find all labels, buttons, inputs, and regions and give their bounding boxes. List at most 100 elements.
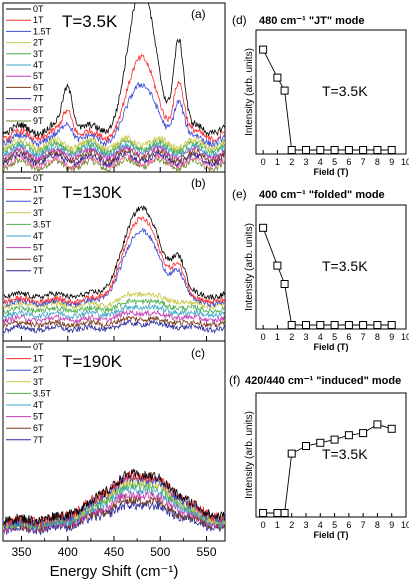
panel-e-point bbox=[359, 321, 368, 329]
panel-f-point bbox=[344, 431, 353, 440]
legend-label: 2T bbox=[33, 38, 44, 48]
legend-label: 2T bbox=[33, 196, 44, 206]
legend-label: 7T bbox=[33, 435, 44, 445]
spectrum-b-6T bbox=[3, 315, 225, 329]
energy-x-axis-label: Energy Shift (cm⁻¹) bbox=[50, 563, 179, 580]
x-tick-label: 550 bbox=[196, 545, 216, 559]
panel-c-temperature: T=190K bbox=[62, 352, 123, 371]
spectrum-a-6T bbox=[3, 146, 225, 165]
panel-b-spectra bbox=[3, 205, 225, 334]
legend-label: 4T bbox=[33, 231, 44, 241]
legend-label: 1.5T bbox=[33, 26, 52, 36]
field-tick-label: 0 bbox=[261, 157, 266, 167]
field-tick-label: 5 bbox=[332, 520, 337, 530]
spectrum-b-0T bbox=[3, 205, 225, 301]
field-tick-label: 10 bbox=[401, 332, 409, 342]
spectrum-b-4T bbox=[3, 303, 225, 321]
field-tick-label: 5 bbox=[332, 157, 337, 167]
panel-f-point bbox=[280, 509, 289, 517]
legend-label: 9T bbox=[33, 116, 44, 126]
panel-d-letter: (d) bbox=[232, 13, 247, 27]
panel-b-letter: (b) bbox=[191, 176, 206, 190]
legend-label: 6T bbox=[33, 254, 44, 264]
panel-f-point bbox=[287, 449, 296, 458]
legend-label: 1T bbox=[33, 354, 44, 364]
legend-label: 1T bbox=[33, 15, 44, 25]
panel-e-point bbox=[316, 321, 325, 329]
panel-d-annotation: T=3.5K bbox=[322, 83, 368, 99]
panel-c-spectra bbox=[3, 468, 225, 536]
field-tick-label: 6 bbox=[346, 332, 351, 342]
x-tick-label: 400 bbox=[58, 545, 78, 559]
panel-f-point bbox=[259, 509, 268, 517]
field-tick-label: 9 bbox=[389, 520, 394, 530]
legend-label: 3T bbox=[33, 208, 44, 218]
spectrum-a-2T bbox=[3, 134, 225, 153]
panel-f-annotation: T=3.5K bbox=[322, 446, 368, 462]
panel-d-point bbox=[259, 45, 268, 54]
panel-d-ylabel: Intensity (arb. units) bbox=[244, 48, 255, 136]
panel-a-temperature: T=3.5K bbox=[62, 12, 118, 31]
panel-c-letter: (c) bbox=[191, 346, 205, 360]
legend-label: 6T bbox=[33, 423, 44, 433]
field-tick-label: 2 bbox=[289, 520, 294, 530]
panel-f-point bbox=[330, 435, 339, 444]
panel-e-point bbox=[330, 321, 339, 329]
x-tick-label: 500 bbox=[150, 545, 170, 559]
x-tick-label: 350 bbox=[11, 545, 31, 559]
field-tick-label: 1 bbox=[275, 332, 280, 342]
legend-label: 6T bbox=[33, 82, 44, 92]
field-tick-label: 0 bbox=[261, 332, 266, 342]
panel-e-point bbox=[302, 321, 310, 329]
field-tick-label: 7 bbox=[361, 332, 366, 342]
panel-d-point bbox=[316, 146, 325, 154]
legend-layer: 0T1T1.5T2T3T4T5T6T7T8T9T0T1T2T3T3.5T4T5T… bbox=[6, 4, 52, 445]
panel-e-annotation: T=3.5K bbox=[322, 258, 368, 274]
field-tick-label: 4 bbox=[318, 332, 323, 342]
spectrum-c-1T bbox=[3, 470, 225, 528]
panel-f-point bbox=[373, 420, 382, 429]
field-tick-label: 10 bbox=[401, 520, 409, 530]
legend-label: 0T bbox=[33, 173, 44, 183]
legend-label: 3.5T bbox=[33, 219, 52, 229]
energy-x-axis: 350 400 450 500 550 bbox=[11, 167, 217, 559]
field-tick-label: 5 bbox=[332, 332, 337, 342]
spectrum-a-0T bbox=[3, 3, 225, 138]
spectrum-b-5T bbox=[3, 309, 225, 325]
field-tick-label: 1 bbox=[275, 520, 280, 530]
legend-label: 4T bbox=[33, 60, 44, 70]
legend-label: 5T bbox=[33, 71, 44, 81]
panel-d-point bbox=[287, 146, 296, 154]
legend-label: 7T bbox=[33, 266, 44, 276]
field-tick-label: 3 bbox=[303, 332, 308, 342]
legend-label: 2T bbox=[33, 365, 44, 375]
legend-label: 5T bbox=[33, 412, 44, 422]
panel-e-letter: (e) bbox=[232, 187, 247, 201]
field-tick-label: 6 bbox=[346, 520, 351, 530]
legend-label: 3T bbox=[33, 49, 44, 59]
panel-a-spectra bbox=[3, 3, 225, 172]
spectrum-b-3.5T bbox=[3, 297, 225, 315]
spectrum-a-7T bbox=[3, 150, 225, 168]
field-tick-label: 9 bbox=[389, 157, 394, 167]
legend-label: 0T bbox=[33, 342, 44, 352]
panel-f-point bbox=[273, 509, 282, 517]
panel-d-title: 480 cm⁻¹ "JT" mode bbox=[259, 15, 365, 27]
legend-label: 3.5T bbox=[33, 388, 52, 398]
field-tick-label: 4 bbox=[318, 520, 323, 530]
x-tick-label: 450 bbox=[104, 545, 124, 559]
panel-f-point bbox=[316, 438, 325, 447]
spectrum-b-7T bbox=[3, 319, 225, 334]
spectrum-c-0T bbox=[3, 468, 225, 526]
panel-f-point bbox=[302, 442, 310, 450]
panel-e-point bbox=[373, 321, 382, 329]
panel-f-title: 420/440 cm⁻¹ "induced" mode bbox=[245, 375, 401, 387]
panel-e-point bbox=[280, 280, 289, 288]
panel-e-ylabel: Intensity (arb. units) bbox=[244, 223, 255, 311]
field-tick-label: 7 bbox=[361, 520, 366, 530]
panel-d-xlabel: Field (T) bbox=[314, 167, 349, 177]
panel-d-point bbox=[330, 146, 339, 154]
field-tick-label: 8 bbox=[375, 520, 380, 530]
